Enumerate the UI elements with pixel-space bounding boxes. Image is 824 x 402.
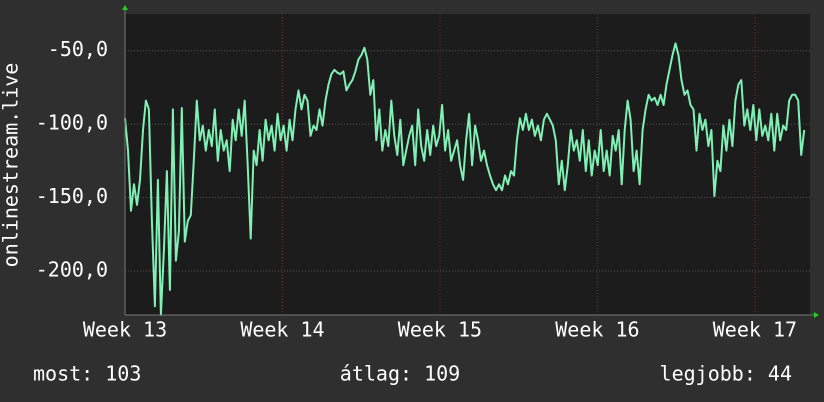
plot-area [125, 14, 810, 315]
x-tick-label: Week 15 [398, 318, 482, 342]
legend-best: legjobb: 44 [660, 362, 792, 386]
y-tick-label: -150,0 [36, 184, 108, 208]
y-tick-label: -50,0 [48, 37, 108, 61]
y-axis-arrow [122, 5, 128, 10]
y-tick-label: -100,0 [36, 111, 108, 135]
legend-current: most: 103 [33, 362, 141, 386]
x-tick-label: Week 13 [83, 318, 167, 342]
x-axis-arrow [814, 312, 819, 318]
y-axis-label: onlinestream.live [0, 63, 23, 268]
x-tick-label: Week 16 [555, 318, 639, 342]
x-tick-label: Week 17 [713, 318, 797, 342]
y-tick-label: -200,0 [36, 257, 108, 281]
legend-average: átlag: 109 [340, 362, 460, 386]
data-line [124, 42, 806, 316]
x-tick-label: Week 14 [240, 318, 324, 342]
